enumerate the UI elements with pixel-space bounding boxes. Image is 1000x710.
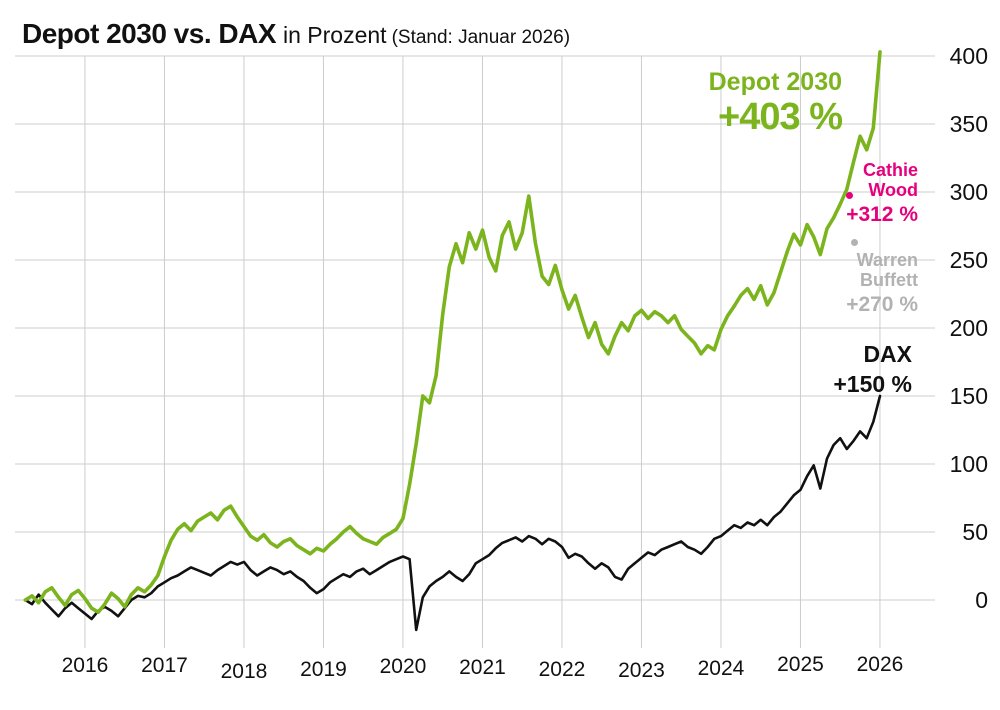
y-tick-label: 300 — [950, 179, 988, 205]
y-tick-label: 200 — [950, 315, 988, 341]
cathie-value: +312 % — [846, 203, 918, 227]
y-tick-label: 50 — [962, 519, 988, 545]
y-tick-label: 400 — [950, 43, 988, 69]
y-tick-label: 0 — [975, 587, 988, 613]
x-tick-label: 2022 — [539, 658, 586, 681]
x-tick-label: 2026 — [857, 653, 904, 676]
x-tick-label: 2023 — [618, 659, 665, 682]
dax-series-label: DAX — [863, 341, 912, 367]
buffett-label-line2: Buffett — [860, 270, 918, 291]
cathie-wood-marker-dot — [846, 192, 853, 199]
chart-title-note: (Stand: Januar 2026) — [391, 27, 571, 48]
y-tick-label: 150 — [950, 383, 988, 409]
cathie-label-line1: Cathie — [862, 160, 918, 180]
dax-series-value: +150 % — [833, 370, 912, 397]
y-tick-label: 350 — [950, 111, 988, 137]
x-tick-label: 2019 — [300, 658, 347, 681]
depot-series-value: +403 % — [718, 96, 843, 138]
buffett-label-line1: Warren — [856, 250, 918, 270]
annotation-depot-2030: Depot 2030 +403 % — [708, 68, 843, 139]
annotation-cathie-wood: Cathie Wood +312 % — [846, 160, 918, 227]
depot-2030-line — [23, 50, 882, 615]
x-tick-label: 2021 — [459, 656, 506, 679]
y-tick-label: 250 — [950, 247, 988, 273]
x-tick-label: 2025 — [777, 653, 824, 676]
y-tick-label: 100 — [950, 451, 988, 477]
x-tick-label: 2018 — [221, 660, 268, 683]
cathie-label-line2: Wood — [868, 180, 918, 201]
warren-buffett-marker-dot — [851, 239, 858, 246]
x-tick-label: 2016 — [62, 654, 109, 677]
annotation-dax: DAX +150 % — [833, 341, 912, 398]
x-tick-label: 2017 — [141, 654, 188, 677]
annotation-warren-buffett: Warren Buffett +270 % — [846, 250, 918, 317]
x-tick-label: 2024 — [698, 657, 745, 680]
x-tick-label: 2020 — [380, 655, 427, 678]
dax-line — [23, 394, 882, 632]
depot-series-label: Depot 2030 — [708, 68, 842, 96]
chart-title-main: Depot 2030 vs. DAX — [22, 18, 277, 49]
buffett-value: +270 % — [846, 293, 918, 317]
chart-title: Depot 2030 vs. DAX in Prozent (Stand: Janu… — [22, 18, 570, 50]
chart-title-sub: in Prozent — [283, 22, 387, 48]
